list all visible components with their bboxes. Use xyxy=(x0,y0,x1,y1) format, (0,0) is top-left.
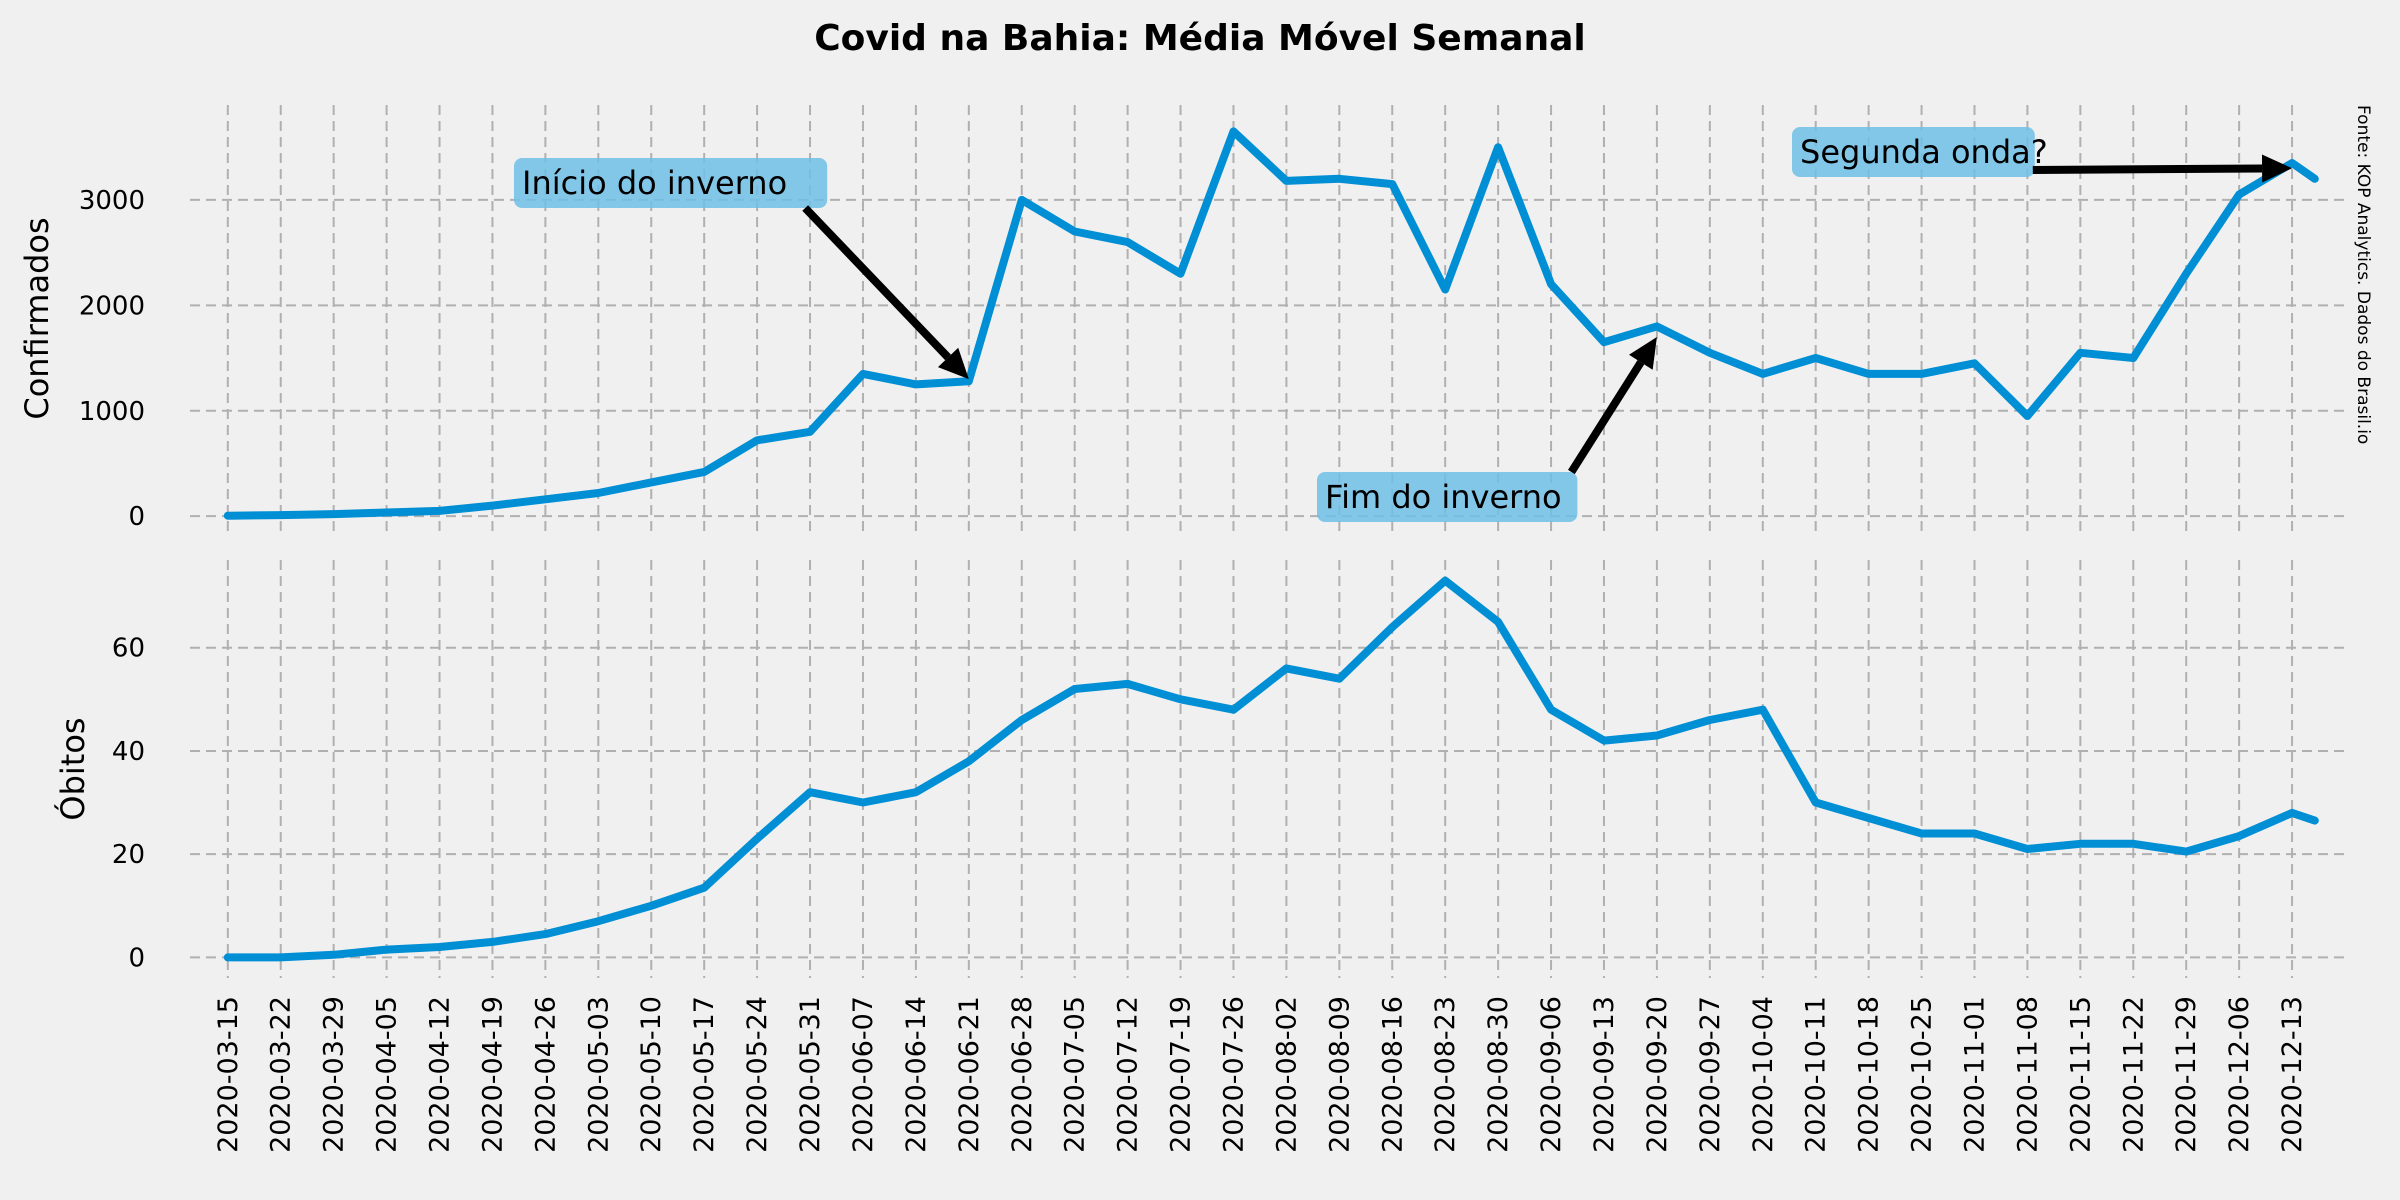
x-tick-label: 2020-07-05 xyxy=(1060,996,1091,1153)
y-tick-label: 1000 xyxy=(79,397,145,427)
x-tick-label: 2020-10-25 xyxy=(1907,996,1938,1153)
annotation-label: Segunda onda? xyxy=(1800,133,2048,171)
y-tick-label: 2000 xyxy=(79,291,145,321)
x-tick-label: 2020-04-19 xyxy=(477,996,508,1153)
y-tick-label: 0 xyxy=(128,943,145,973)
x-tick-label: 2020-09-06 xyxy=(1536,996,1567,1153)
x-tick-label: 2020-06-28 xyxy=(1007,996,1038,1153)
x-tick-label: 2020-04-26 xyxy=(530,996,561,1153)
x-tick-label: 2020-09-20 xyxy=(1642,996,1673,1153)
annotation: Segunda onda? xyxy=(1792,127,2293,183)
x-tick-label: 2020-06-14 xyxy=(901,996,932,1153)
x-tick-label: 2020-07-26 xyxy=(1218,996,1249,1153)
x-tick-label: 2020-08-09 xyxy=(1324,996,1355,1153)
x-tick-label: 2020-10-11 xyxy=(1801,996,1832,1153)
annotation-arrowhead xyxy=(1629,336,1657,370)
x-tick-label: 2020-08-02 xyxy=(1271,996,1302,1153)
x-tick-label: 2020-07-12 xyxy=(1113,996,1144,1153)
annotation: Início do inverno xyxy=(514,158,969,380)
x-tick-label: 2020-05-17 xyxy=(689,996,720,1153)
y-axis-label: Óbitos xyxy=(53,717,92,820)
x-tick-label: 2020-06-07 xyxy=(848,996,879,1153)
x-tick-label: 2020-11-08 xyxy=(2012,996,2043,1153)
x-tick-label: 2020-12-13 xyxy=(2277,996,2308,1153)
annotation-box xyxy=(1317,472,1578,522)
x-tick-label: 2020-11-01 xyxy=(1959,996,1990,1153)
x-tick-label: 2020-09-27 xyxy=(1695,996,1726,1153)
annotation-box xyxy=(1792,127,2035,177)
x-tick-label: 2020-04-12 xyxy=(425,996,456,1153)
annotation-arrow xyxy=(802,205,951,361)
x-tick-label: 2020-07-19 xyxy=(1166,996,1197,1153)
annotation-label: Início do inverno xyxy=(522,164,787,202)
source-note: Fonte: KOP Analytics. Dados do Brasil.io xyxy=(2353,105,2373,444)
series-line xyxy=(223,127,2319,520)
x-tick-label: 2020-08-16 xyxy=(1377,996,1408,1153)
y-tick-label: 40 xyxy=(112,737,145,767)
x-tick-label: 2020-04-05 xyxy=(372,996,403,1153)
x-tick-label: 2020-08-23 xyxy=(1430,996,1461,1153)
y-axis-label: Confirmados xyxy=(18,217,56,419)
x-tick-label: 2020-03-22 xyxy=(266,996,297,1153)
x-tick-label: 2020-03-15 xyxy=(213,996,244,1153)
x-tick-label: 2020-10-18 xyxy=(1854,996,1885,1153)
annotation: Fim do inverno xyxy=(1317,336,1657,522)
x-tick-label: 2020-09-13 xyxy=(1589,996,1620,1153)
x-tick-label: 2020-03-29 xyxy=(319,996,350,1153)
series-line xyxy=(223,576,2319,962)
y-tick-label: 0 xyxy=(128,502,145,532)
x-tick-label: 2020-11-22 xyxy=(2118,996,2149,1153)
annotation-arrow xyxy=(2032,164,2263,174)
deaths-panel: 0 20 40 60 Óbitos 2020-03-15 2020-03-22 2020-03… xyxy=(53,560,2345,1153)
annotation-label: Fim do inverno xyxy=(1325,478,1562,516)
x-tick-label: 2020-12-06 xyxy=(2224,996,2255,1153)
y-tick-label: 3000 xyxy=(79,186,145,216)
x-tick-label: 2020-05-31 xyxy=(795,996,826,1153)
annotation-arrowhead xyxy=(937,347,969,380)
x-tick-label: 2020-06-21 xyxy=(954,996,985,1153)
x-tick-label: 2020-10-04 xyxy=(1748,996,1779,1153)
x-tick-label: 2020-05-03 xyxy=(583,996,614,1153)
y-tick-label: 60 xyxy=(112,634,145,664)
chart-title: Covid na Bahia: Média Móvel Semanal xyxy=(814,18,1586,59)
y-tick-label: 20 xyxy=(112,840,145,870)
confirmed-panel: 0 1000 2000 3000 Confirmados Início do invern… xyxy=(18,105,2345,532)
annotation-box xyxy=(514,158,828,208)
x-tick-label: 2020-05-24 xyxy=(742,996,773,1153)
annotation-arrow xyxy=(1568,360,1645,475)
x-tick-label: 2020-11-29 xyxy=(2171,996,2202,1153)
x-tick-label: 2020-05-10 xyxy=(636,996,667,1153)
x-tick-label: 2020-08-30 xyxy=(1483,996,1514,1153)
x-tick-label: 2020-11-15 xyxy=(2065,996,2096,1153)
annotation-arrowhead xyxy=(2261,154,2293,183)
